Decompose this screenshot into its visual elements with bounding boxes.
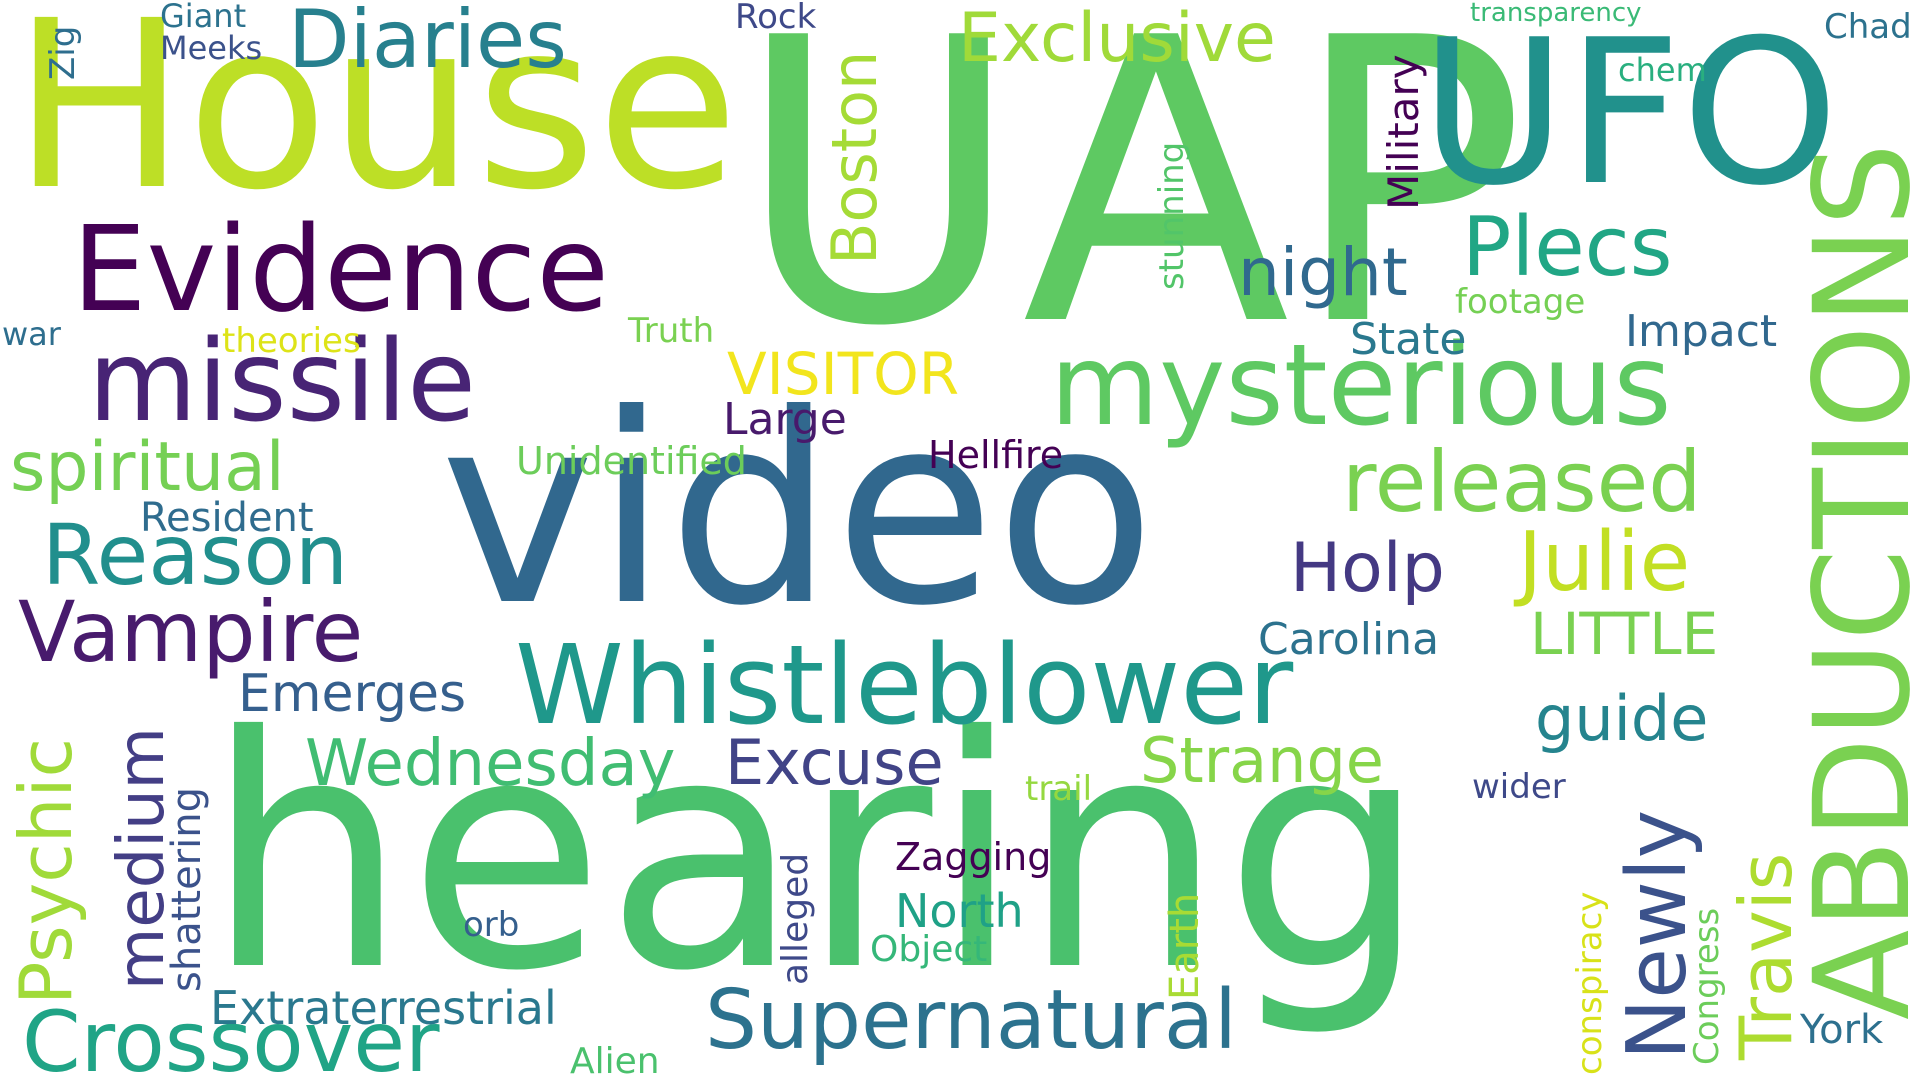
word-wider: wider: [1472, 767, 1566, 807]
word-theories: theories: [222, 321, 361, 361]
word-chem: chem: [1618, 51, 1707, 89]
word-missile: missile: [88, 317, 477, 447]
word-transparency: transparency: [1470, 0, 1642, 28]
word-war: war: [2, 315, 61, 353]
word-york: York: [1800, 1007, 1884, 1053]
word-alien: Alien: [570, 1041, 660, 1080]
word-julie: Julie: [1518, 515, 1691, 610]
word-trail: trail: [1025, 769, 1093, 809]
word-little: LITTLE: [1530, 600, 1719, 668]
word-reason: Reason: [42, 506, 349, 604]
word-stunning: stunning: [1152, 141, 1192, 290]
word-diaries: Diaries: [288, 0, 567, 86]
word-hearing: hearing: [205, 669, 1428, 1041]
word-night: night: [1238, 234, 1408, 311]
word-large: Large: [723, 394, 847, 445]
word-conspiracy: conspiracy: [1570, 891, 1610, 1075]
word-alleged: alleged: [775, 852, 816, 985]
word-carolina: Carolina: [1258, 614, 1440, 665]
word-boston: Boston: [818, 50, 891, 265]
word-truth: Truth: [628, 311, 715, 351]
word-north: North: [895, 884, 1024, 938]
word-giant: Giant: [160, 0, 247, 35]
word-chad: Chad: [1824, 7, 1912, 47]
word-plecs: Plecs: [1462, 200, 1673, 295]
word-impact: Impact: [1625, 306, 1778, 357]
word-house: House: [12, 0, 740, 241]
word-mysterious: mysterious: [1050, 321, 1672, 451]
word-rock: Rock: [735, 0, 817, 37]
word-resident: Resident: [140, 495, 314, 541]
word-ufo: UFO: [1420, 0, 1839, 230]
word-meeks: Meeks: [160, 29, 263, 67]
word-wednesday: Wednesday: [305, 727, 676, 801]
word-supernatural: Supernatural: [705, 973, 1237, 1068]
word-military: Military: [1379, 54, 1428, 210]
word-exclusive: Exclusive: [958, 0, 1276, 78]
word-crossover: Crossover: [22, 993, 440, 1080]
word-zagging: Zagging: [895, 835, 1052, 879]
word-earth: Earth: [1162, 892, 1208, 1000]
word-extraterrestrial: Extraterrestrial: [210, 981, 557, 1035]
word-hellfire: Hellfire: [928, 433, 1064, 477]
word-released: released: [1342, 433, 1702, 531]
word-whistleblower: Whistleblower: [515, 621, 1294, 749]
word-evidence: Evidence: [72, 200, 609, 338]
word-vampire: Vampire: [18, 583, 364, 681]
word-uap: UAP: [735, 0, 1527, 412]
word-visitor: VISITOR: [727, 340, 960, 408]
word-footage: footage: [1455, 282, 1586, 322]
word-holp: Holp: [1290, 529, 1445, 608]
word-emerges: Emerges: [238, 664, 467, 724]
word-travis: Travis: [1724, 852, 1808, 1060]
word-abductions: ABDUCTIONS: [1786, 142, 1920, 1020]
word-shattering: shattering: [164, 787, 210, 992]
word-unidentified: Unidentified: [516, 439, 747, 483]
word-congress: Congress: [1687, 907, 1727, 1065]
word-guide: guide: [1535, 682, 1709, 755]
word-excuse: Excuse: [725, 726, 944, 799]
word-psychic: Psychic: [4, 737, 88, 1005]
word-object: Object: [870, 929, 988, 970]
word-video: video: [440, 358, 1156, 663]
word-zig: Zig: [43, 25, 83, 80]
word-state: State: [1350, 314, 1467, 365]
word-orb: orb: [463, 905, 520, 945]
word-spiritual: spiritual: [10, 428, 285, 507]
word-strange: Strange: [1140, 724, 1384, 797]
